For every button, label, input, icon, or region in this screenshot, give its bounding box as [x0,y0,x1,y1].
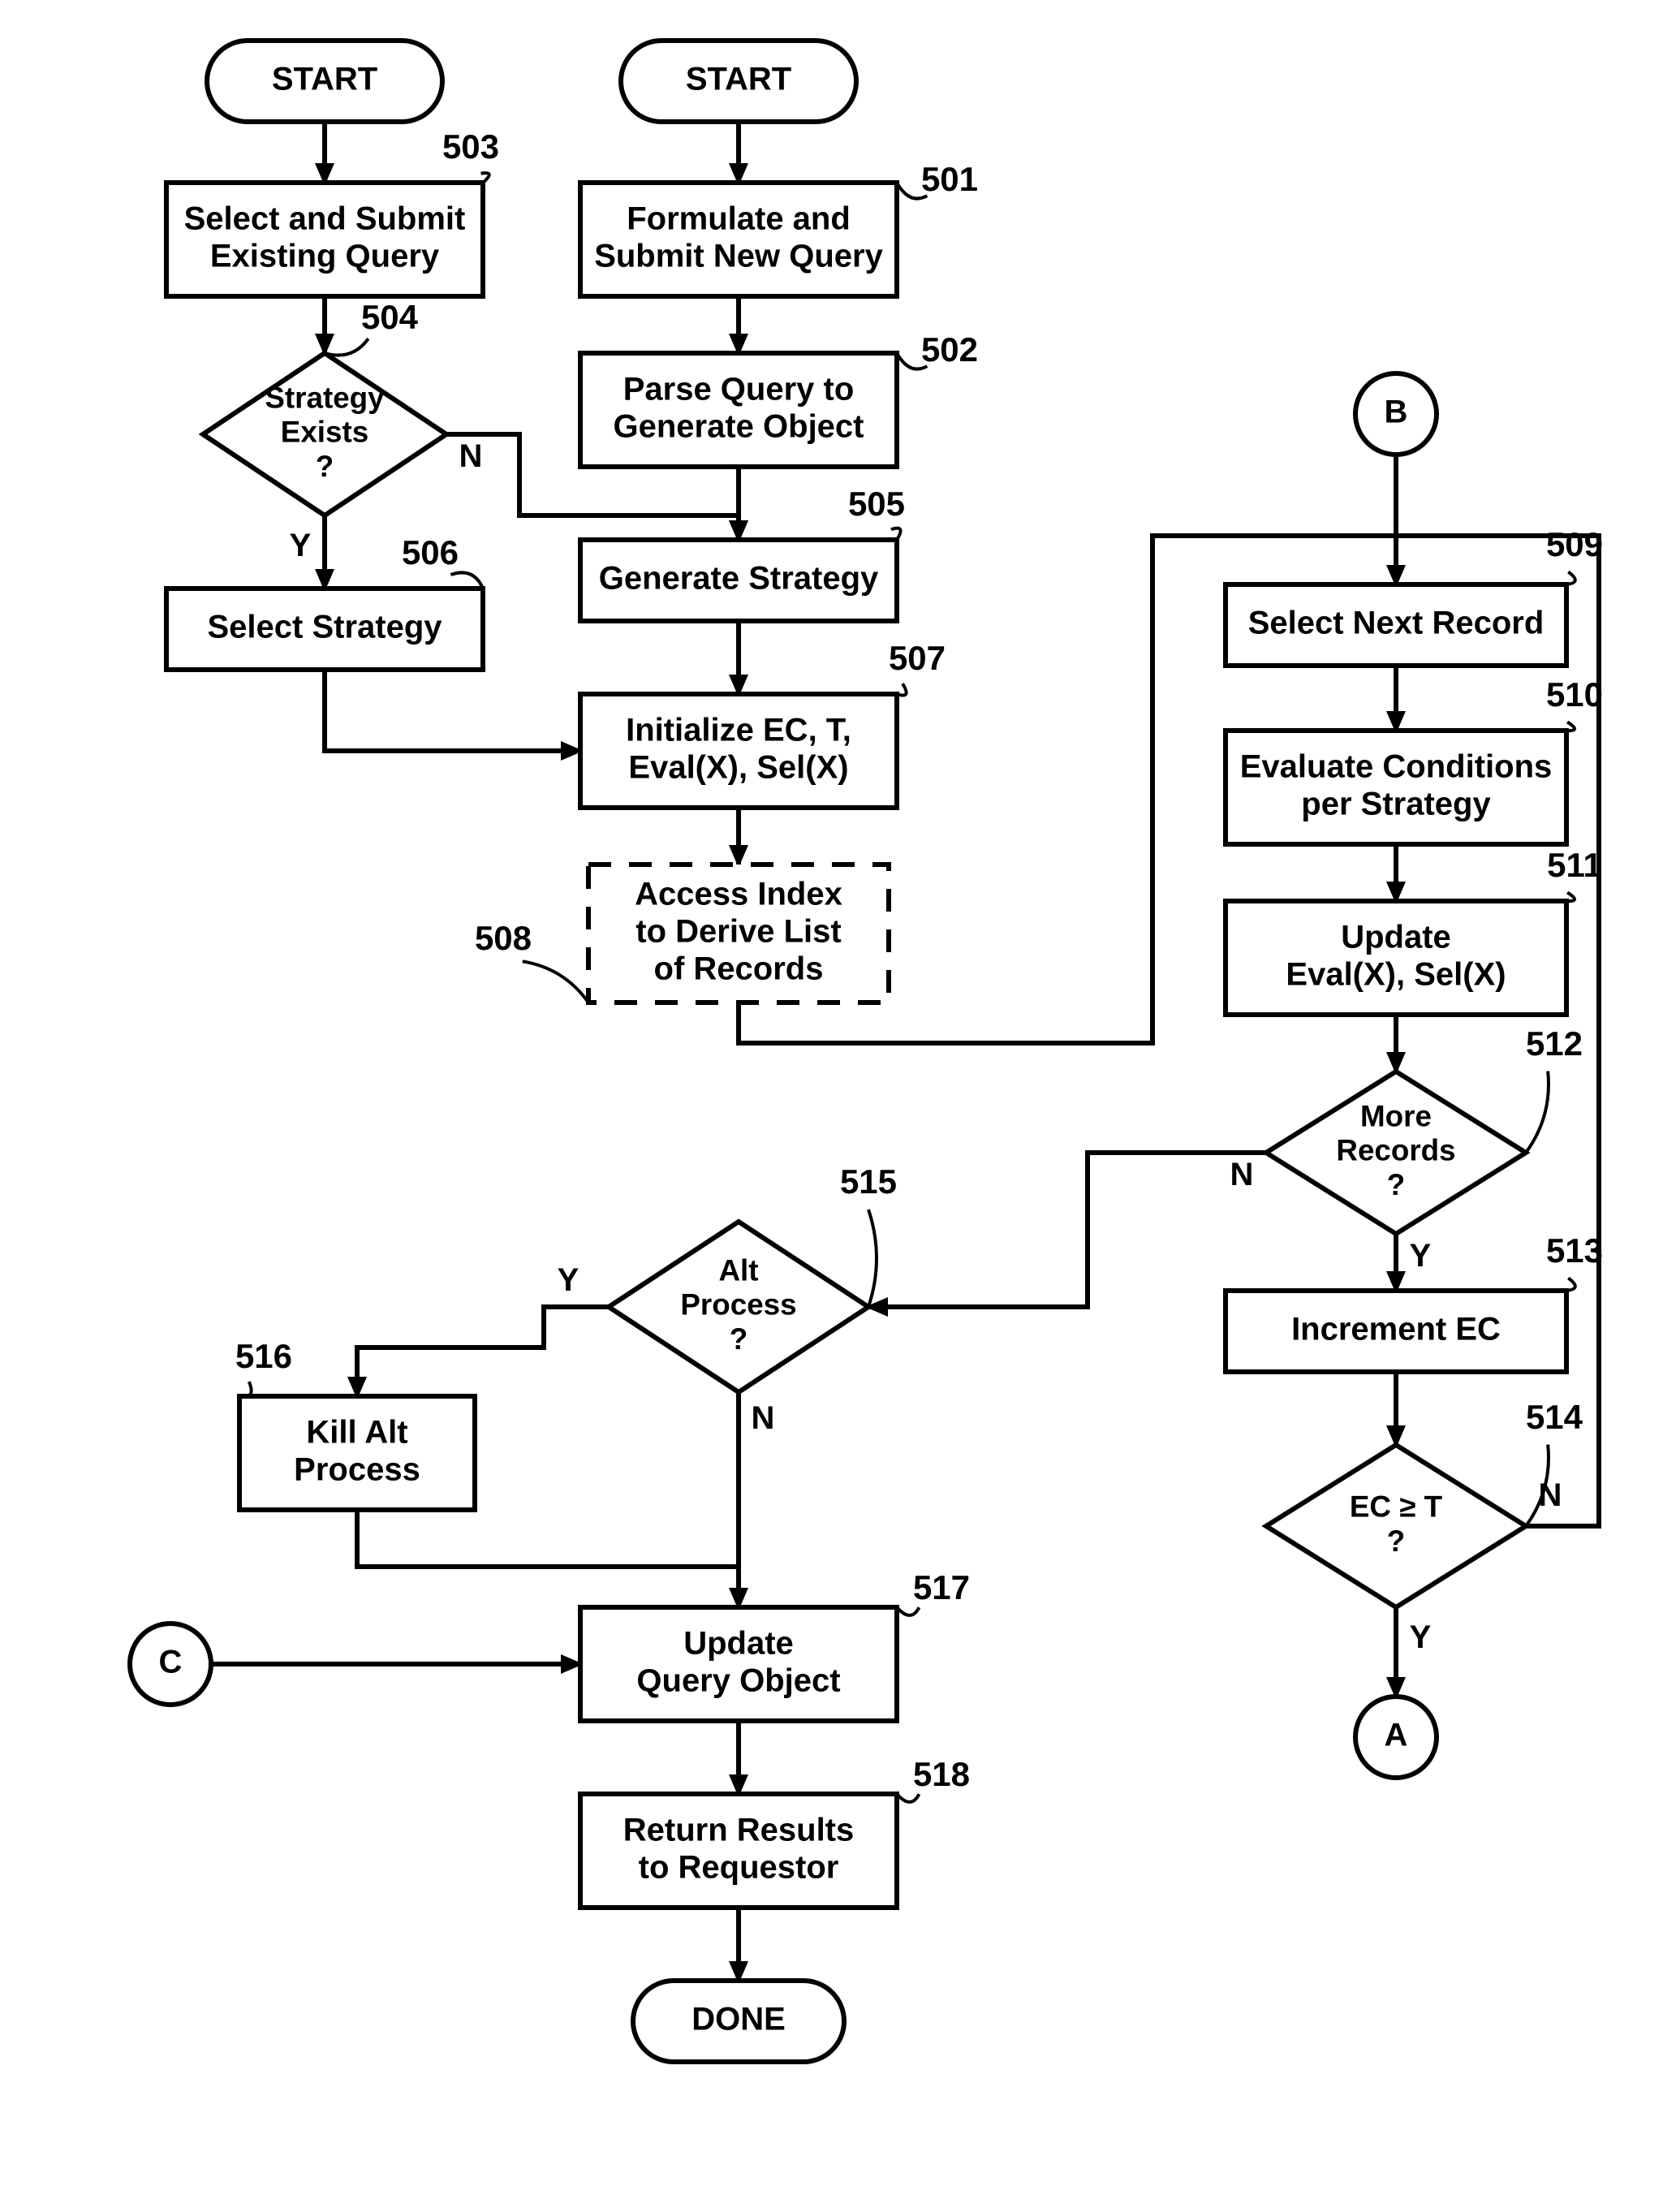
leader-507 [897,683,907,695]
svg-text:Process: Process [680,1288,796,1322]
svg-text:Strategy: Strategy [265,381,385,414]
svg-text:START: START [272,62,377,97]
svg-text:Eval(X), Sel(X): Eval(X), Sel(X) [1286,957,1506,993]
leader-517 [897,1607,919,1615]
leader-512 [1526,1072,1549,1153]
svg-text:?: ? [316,450,334,483]
svg-text:DONE: DONE [691,2002,786,2037]
edge-label-n515-n516: Y [558,1262,579,1298]
label-512: 512 [1526,1024,1583,1063]
edge-n512-n515 [868,1153,1266,1307]
edge-label-n512-n515: N [1230,1157,1254,1192]
svg-text:Update: Update [683,1626,794,1662]
label-509: 509 [1546,525,1603,563]
svg-text:B: B [1385,395,1408,430]
leader-504 [325,338,368,355]
label-505: 505 [848,485,905,523]
label-501: 501 [921,160,978,198]
label-511: 511 [1547,846,1602,884]
label-508: 508 [475,919,532,957]
svg-text:Formulate and: Formulate and [627,201,851,237]
svg-text:to Derive List: to Derive List [635,914,841,950]
label-506: 506 [402,533,459,571]
svg-text:to Requestor: to Requestor [639,1850,839,1886]
edge-label-n504-n505: N [459,438,483,474]
svg-text:Existing Query: Existing Query [210,239,440,274]
svg-text:?: ? [730,1322,747,1356]
leader-518 [897,1794,919,1802]
label-516: 516 [235,1337,292,1375]
leader-511 [1566,892,1575,901]
svg-text:per Strategy: per Strategy [1301,787,1491,822]
svg-text:Return Results: Return Results [623,1813,855,1848]
svg-text:Alt: Alt [718,1253,758,1287]
label-518: 518 [913,1755,970,1793]
label-514: 514 [1526,1398,1583,1436]
svg-text:Kill Alt: Kill Alt [306,1415,407,1451]
leader-503 [481,173,489,183]
edge-n516-n517 [357,1510,739,1567]
svg-text:Select and Submit: Select and Submit [184,201,466,237]
svg-text:Submit New Query: Submit New Query [594,239,883,274]
leader-510 [1566,722,1575,731]
flowchart-canvas: NYYNYNYNSTARTSTARTSelect and SubmitExist… [0,0,1663,2212]
svg-text:?: ? [1387,1524,1405,1558]
label-517: 517 [913,1568,970,1606]
svg-text:Records: Records [1336,1134,1455,1167]
svg-text:START: START [686,62,791,97]
svg-text:Generate Strategy: Generate Strategy [599,561,879,597]
svg-text:?: ? [1387,1168,1405,1201]
svg-text:Update: Update [1341,920,1451,955]
svg-text:Eval(X), Sel(X): Eval(X), Sel(X) [628,750,848,786]
leader-508 [523,961,588,1003]
svg-text:Process: Process [294,1452,420,1488]
svg-text:More: More [1360,1099,1432,1132]
edge-label-n514-connA: Y [1410,1619,1432,1655]
svg-text:Query Object: Query Object [636,1663,840,1699]
edge-n506-n507 [325,670,580,751]
svg-text:Select Strategy: Select Strategy [207,610,442,645]
edge-n515-n516 [357,1307,609,1396]
label-515: 515 [840,1162,897,1201]
svg-text:Exists: Exists [281,416,368,449]
svg-text:Increment EC: Increment EC [1291,1312,1501,1347]
label-504: 504 [361,298,419,336]
label-513: 513 [1546,1231,1603,1270]
svg-text:of Records: of Records [654,951,824,987]
leader-515 [868,1209,877,1307]
label-502: 502 [921,330,978,369]
leader-514 [1526,1445,1549,1526]
svg-text:Access Index: Access Index [635,877,842,912]
svg-text:C: C [159,1645,183,1680]
svg-text:Evaluate Conditions: Evaluate Conditions [1240,749,1553,785]
edge-label-n504-n506: Y [290,528,312,563]
svg-text:Generate Object: Generate Object [613,409,864,445]
svg-text:Parse Query to: Parse Query to [623,372,855,407]
edge-label-n512-n513: Y [1410,1238,1432,1274]
svg-text:EC ≥ T: EC ≥ T [1350,1490,1443,1524]
svg-text:Initialize EC, T,: Initialize EC, T, [626,713,851,748]
edge-label-n515-n517: N [752,1400,775,1436]
label-507: 507 [889,639,946,677]
label-510: 510 [1546,675,1603,714]
svg-text:Select Next Record: Select Next Record [1248,606,1545,641]
svg-text:A: A [1385,1718,1408,1753]
label-503: 503 [442,127,499,166]
